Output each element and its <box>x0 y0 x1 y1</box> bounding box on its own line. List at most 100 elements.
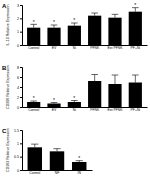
y-tick-mark <box>20 67 22 68</box>
error-bar <box>51 25 58 28</box>
error-bar <box>112 14 119 17</box>
y-tick: 0 <box>17 106 22 110</box>
bar <box>28 147 42 170</box>
bar <box>108 18 121 45</box>
y-tick-mark <box>20 5 22 6</box>
y-tick-mark <box>20 45 22 46</box>
bars <box>27 8 142 45</box>
panel: AIL-10 Relative Expression0123ControlEVN… <box>2 2 148 51</box>
bars <box>27 75 142 108</box>
x-tick-label: EV <box>52 108 57 112</box>
y-tick-mark <box>20 170 22 171</box>
significance-marker: * <box>73 95 75 101</box>
y-tick: 2 <box>17 96 22 100</box>
y-tick-label: 1.5 <box>14 129 19 133</box>
y-tick-label: 2 <box>17 96 19 100</box>
significance-marker: * <box>33 95 35 101</box>
x-tick: EV <box>52 45 57 50</box>
significance-marker: * <box>78 155 80 161</box>
significance-marker: * <box>33 19 35 25</box>
panel: BCD206 Relative Expression02468ControlEV… <box>2 65 148 112</box>
error-bar <box>30 24 37 27</box>
y-tick-label: 3 <box>17 4 19 8</box>
x-axis: Control EV Ni PFNK Ext PFNK PF+Ni <box>23 45 148 50</box>
y-axis: 0 2 4 6 8 <box>17 66 23 110</box>
x-tick: PFNK <box>90 45 100 50</box>
y-tick: 2 <box>17 17 22 21</box>
y-axis-line <box>20 68 23 108</box>
error-bar <box>91 13 98 16</box>
x-tick: PFNK <box>90 107 100 112</box>
x-axis: Control EV Ni PFNK Ext PFNK PF+Ni <box>23 107 148 112</box>
error-bar <box>71 23 78 26</box>
x-tick: Control <box>28 45 39 50</box>
x-tick-label: PF+Ni <box>131 108 141 112</box>
x-tick: Control <box>29 170 40 175</box>
x-tick: PF+Ni <box>131 45 141 50</box>
y-tick: 0.5 <box>14 155 22 159</box>
x-tick-label: IN <box>78 171 82 175</box>
bar <box>27 102 40 107</box>
x-tick: Ni <box>73 45 76 50</box>
bars <box>28 144 87 170</box>
significance-marker: * <box>134 2 136 8</box>
bar <box>72 162 86 170</box>
y-tick-mark <box>20 130 22 131</box>
bar <box>27 28 40 45</box>
bar <box>88 81 101 107</box>
y-tick-mark <box>20 87 22 88</box>
x-tick: EV <box>52 107 57 112</box>
x-axis-line <box>23 107 148 108</box>
y-tick: 0 <box>17 44 22 48</box>
y-tick-mark <box>20 157 22 158</box>
y-tick-label: 6 <box>17 76 19 80</box>
bar <box>68 26 81 45</box>
x-tick-label: PFNK <box>90 108 100 112</box>
x-tick-label: Ni <box>73 108 76 112</box>
error-bar <box>112 75 119 84</box>
y-tick-label: 0 <box>17 44 19 48</box>
significance-marker: * <box>73 17 75 23</box>
x-tick-label: PF+Ni <box>131 46 141 50</box>
significance-marker: * <box>53 97 55 103</box>
error-bar <box>53 149 60 152</box>
y-tick-mark <box>20 143 22 144</box>
error-bar <box>71 101 78 103</box>
y-tick: 0 <box>17 169 22 173</box>
y-axis-title: CD163 Relative Expression <box>6 128 10 172</box>
y-tick: 6 <box>17 76 22 80</box>
y-tick-label: 1 <box>17 142 19 146</box>
x-tick-label: Ext PFNK <box>108 46 124 50</box>
x-tick: Ext PFNK <box>108 45 124 50</box>
y-axis-title: CD206 Relative Expression <box>6 65 10 109</box>
bar <box>88 16 101 45</box>
error-bar <box>31 144 38 147</box>
y-tick-label: 8 <box>17 66 19 70</box>
y-axis-title: IL-10 Relative Expression <box>6 5 10 46</box>
error-bar <box>132 75 139 83</box>
x-tick: PF+Ni <box>131 107 141 112</box>
y-tick-mark <box>20 107 22 108</box>
y-tick: 3 <box>17 4 22 8</box>
x-tick: IN <box>78 170 82 175</box>
y-tick: 1 <box>17 30 22 34</box>
x-tick-label: Ext PFNK <box>108 108 124 112</box>
y-tick: 1 <box>17 142 22 146</box>
y-tick-label: 4 <box>17 86 19 90</box>
x-tick: Control <box>28 107 39 112</box>
x-tick: Ext PFNK <box>108 107 124 112</box>
y-tick-mark <box>20 18 22 19</box>
bar <box>50 151 64 170</box>
figure: AIL-10 Relative Expression0123ControlEVN… <box>0 0 150 190</box>
bar <box>47 28 60 45</box>
x-tick-label: PFNK <box>90 46 100 50</box>
bar <box>129 12 142 45</box>
y-tick-label: 0 <box>17 106 19 110</box>
x-tick-label: EV <box>52 46 57 50</box>
significance-marker: * <box>53 19 55 25</box>
bar <box>129 83 142 108</box>
x-tick: Ni <box>73 107 76 112</box>
y-axis: 0 1 2 3 <box>17 4 23 48</box>
x-tick: NF <box>55 170 60 175</box>
y-tick-label: 1 <box>17 30 19 34</box>
